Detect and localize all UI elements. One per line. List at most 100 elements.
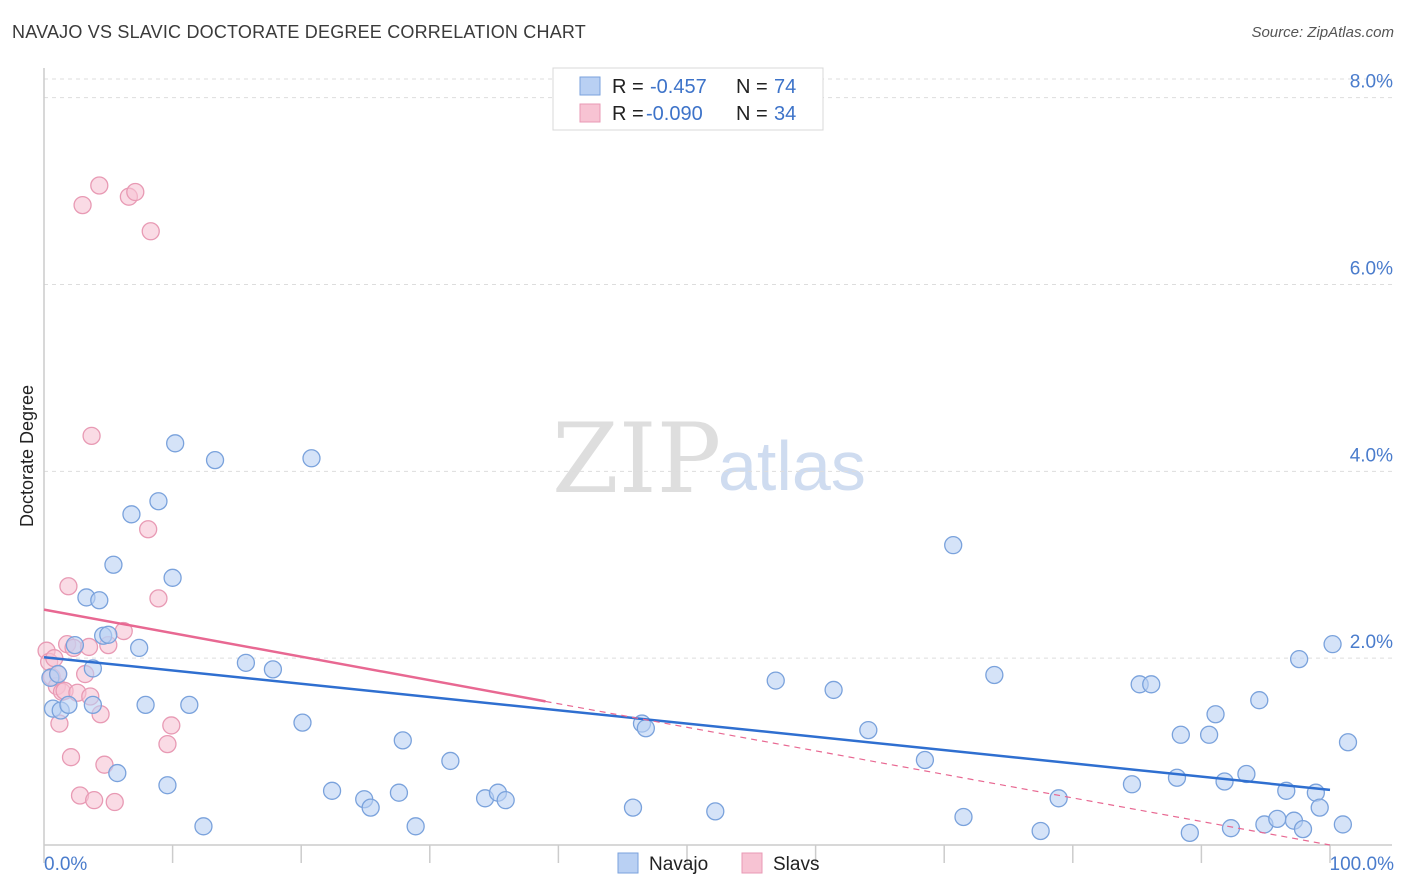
- slavs-point-32: [158, 734, 177, 754]
- navajo-point-57: [1199, 725, 1219, 744]
- navajo-point-28: [322, 781, 342, 800]
- top-legend: R = -0.457 N = 74 R = -0.090 N = 34: [552, 67, 824, 131]
- navajo-point-12: [104, 555, 123, 574]
- x-tick-marks: [43, 845, 1331, 863]
- navajo-point-56: [1180, 823, 1199, 843]
- navajo-point-37: [496, 791, 515, 810]
- navajo-point-32: [393, 731, 412, 750]
- navajo-point-26: [293, 713, 312, 732]
- navajo-point-22: [194, 817, 213, 836]
- gridlines: [44, 78, 1392, 659]
- navajo-point-42: [766, 671, 785, 690]
- slavs-trend-line: [43, 608, 546, 703]
- navajo-points: [41, 434, 1358, 843]
- navajo-point-64: [1268, 809, 1287, 828]
- navajo-trend-line: [43, 655, 1331, 792]
- navajo-point-11: [99, 625, 118, 644]
- navajo-point-51: [1122, 775, 1142, 794]
- slavs-point-20: [85, 791, 104, 810]
- navajo-point-16: [136, 695, 155, 715]
- navajo-point-60: [1221, 819, 1241, 838]
- navajo-point-5: [65, 635, 85, 655]
- navajo-point-19: [163, 568, 182, 587]
- legend-r-value-slavs: -0.090: [646, 103, 703, 125]
- navajo-point-55: [1171, 725, 1190, 744]
- slavs-point-31: [149, 589, 168, 608]
- navajo-point-67: [1289, 649, 1309, 669]
- source-label: Source: ZipAtlas.com: [1251, 24, 1394, 41]
- navajo-point-48: [985, 665, 1004, 685]
- y-tick-label-1: 4.0%: [1350, 445, 1393, 466]
- trend-lines: [43, 608, 1331, 846]
- navajo-point-21: [180, 695, 199, 715]
- slavs-point-10: [59, 577, 78, 596]
- x-tick-label-max: 100.0%: [1330, 854, 1395, 875]
- navajo-point-38: [623, 798, 643, 817]
- slavs-point-25: [105, 792, 124, 812]
- navajo-point-25: [263, 660, 283, 679]
- navajo-point-62: [1250, 691, 1269, 710]
- navajo-point-43: [824, 680, 843, 700]
- slavs-trend-line-extension: [545, 700, 1331, 846]
- navajo-point-4: [59, 695, 78, 715]
- slavs-point-30: [141, 222, 160, 241]
- watermark-zip: ZIP: [552, 403, 721, 515]
- navajo-point-68: [1293, 819, 1313, 839]
- navajo-point-24: [236, 653, 256, 672]
- navajo-point-71: [1323, 635, 1342, 654]
- navajo-point-2: [48, 664, 68, 684]
- legend-n-label-slavs: N =: [736, 103, 768, 125]
- navajo-point-44: [859, 720, 878, 740]
- slavs-point-23: [95, 755, 114, 774]
- navajo-point-54: [1167, 768, 1187, 787]
- y-tick-labels: 2.0% 4.0% 6.0% 8.0%: [1350, 72, 1393, 653]
- legend-n-value-navajo: 74: [774, 76, 796, 98]
- navajo-point-7: [83, 695, 103, 715]
- navajo-point-70: [1310, 798, 1329, 817]
- slavs-point-29: [139, 520, 158, 539]
- navajo-point-14: [122, 505, 141, 524]
- navajo-point-34: [441, 751, 460, 771]
- navajo-point-13: [108, 763, 127, 783]
- navajo-point-49: [1031, 821, 1050, 841]
- slavs-point-19: [82, 426, 101, 445]
- y-axis-label: Doctorate Degree: [17, 385, 37, 527]
- legend-n-label-navajo: N =: [736, 76, 768, 98]
- navajo-point-31: [389, 783, 409, 802]
- navajo-point-15: [130, 638, 149, 658]
- navajo-point-9: [90, 591, 109, 610]
- y-tick-label-0: 2.0%: [1350, 632, 1393, 653]
- navajo-point-40: [636, 719, 655, 738]
- bottom-legend-swatch-navajo: [617, 852, 639, 874]
- x-tick-label-min: 0.0%: [44, 854, 87, 875]
- navajo-point-30: [361, 798, 380, 817]
- y-tick-label-2: 6.0%: [1350, 259, 1393, 280]
- axes: [43, 68, 1392, 846]
- navajo-point-17: [149, 492, 168, 511]
- navajo-point-23: [205, 450, 225, 470]
- slavs-point-11: [61, 748, 81, 767]
- navajo-point-50: [1049, 789, 1068, 808]
- legend-r-label-slavs: R =: [612, 103, 644, 125]
- legend-r-label-navajo: R =: [612, 76, 644, 98]
- navajo-point-53: [1142, 675, 1161, 694]
- navajo-point-27: [302, 449, 321, 468]
- navajo-point-33: [406, 817, 425, 836]
- navajo-point-8: [83, 659, 103, 678]
- watermark-atlas: atlas: [718, 427, 866, 505]
- slavs-point-28: [126, 182, 145, 202]
- y-tick-label-3: 8.0%: [1350, 72, 1393, 93]
- bottom-legend: Navajo Slavs: [617, 852, 819, 875]
- bottom-legend-label-navajo: Navajo: [649, 854, 708, 875]
- slavs-point-15: [73, 195, 92, 215]
- navajo-point-18: [158, 776, 177, 795]
- navajo-point-58: [1206, 705, 1225, 724]
- navajo-point-47: [954, 807, 973, 827]
- navajo-point-45: [915, 750, 935, 770]
- legend-swatch-navajo: [579, 76, 601, 96]
- navajo-point-20: [166, 434, 185, 453]
- chart-title: NAVAJO VS SLAVIC DOCTORATE DEGREE CORREL…: [12, 22, 586, 42]
- navajo-point-73: [1338, 733, 1358, 752]
- navajo-point-59: [1215, 772, 1234, 791]
